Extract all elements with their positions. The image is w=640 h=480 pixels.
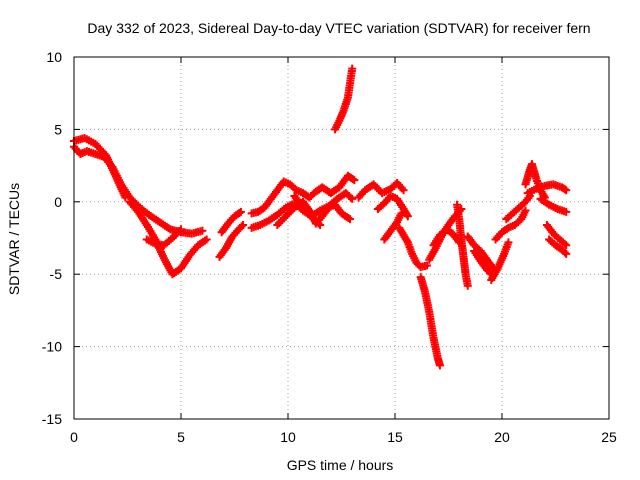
y-tick-label: 0 (54, 194, 62, 210)
data-points (70, 64, 571, 370)
series-track-m (373, 192, 412, 221)
series-track-f (217, 207, 245, 237)
data-point (239, 220, 248, 229)
data-point (177, 225, 185, 234)
series-track-a (70, 142, 207, 238)
x-tick-label: 20 (494, 429, 510, 445)
data-point (423, 261, 432, 270)
series-track-v (487, 238, 513, 284)
series-track-p (416, 273, 444, 370)
series-track-aa (536, 194, 571, 216)
data-point (403, 212, 412, 221)
series-track-w (491, 206, 530, 244)
data-point (399, 186, 408, 195)
series-track-u (470, 247, 496, 279)
series-track-g (247, 171, 359, 218)
series-track-i (273, 197, 355, 229)
series-track-s (453, 200, 472, 290)
series-track-ac (545, 235, 571, 258)
y-tick-label: -15 (42, 411, 62, 427)
series-track-b (70, 134, 130, 202)
series-track-x (502, 192, 534, 224)
x-tick-label: 5 (177, 429, 185, 445)
x-tick-label: 0 (70, 429, 78, 445)
y-tick-label: 10 (46, 49, 62, 65)
data-point (346, 215, 355, 224)
data-point (504, 238, 513, 247)
series-track-e (215, 220, 248, 261)
data-point (202, 235, 211, 244)
plot-frame (73, 56, 610, 420)
data-point (397, 209, 406, 218)
data-point (346, 193, 355, 202)
series-track-k (331, 64, 357, 134)
x-tick-label: 10 (280, 429, 296, 445)
data-point (521, 206, 530, 215)
y-tick-labels: -15 -10 -5 0 5 10 (42, 49, 62, 427)
data-point (560, 248, 569, 257)
data-point (463, 281, 472, 290)
data-point (562, 241, 571, 250)
data-point (350, 176, 359, 185)
x-tick-labels: 0 5 10 15 20 25 (70, 429, 617, 445)
series-track-ab (542, 220, 571, 250)
grid-lines (74, 57, 609, 419)
series-track-d (142, 225, 185, 250)
data-point (560, 239, 569, 248)
data-point (562, 207, 571, 216)
x-tick-label: 15 (387, 429, 403, 445)
data-point (316, 220, 325, 229)
y-axis-label: SDTVAR / TECUs (6, 183, 22, 295)
y-tick-label: -10 (42, 339, 62, 355)
data-point (314, 219, 323, 228)
x-tick-label: 25 (601, 429, 617, 445)
x-axis-label: GPS time / hours (287, 457, 394, 473)
data-point (562, 186, 571, 195)
series-track-j (290, 192, 325, 229)
series-track-o (395, 223, 432, 271)
series-track-y (521, 160, 549, 202)
chart-title: Day 332 of 2023, Sidereal Day-to-day VTE… (87, 20, 590, 36)
series-track-z (523, 180, 571, 198)
data-point (348, 194, 357, 203)
data-point (237, 222, 246, 231)
series-track-l (354, 178, 408, 202)
data-point (435, 361, 444, 370)
y-tick-label: -5 (50, 266, 63, 282)
series-track-t (463, 232, 498, 273)
data-point (198, 226, 207, 235)
series-track-c (125, 197, 211, 279)
data-point (348, 64, 357, 73)
data-point (348, 174, 357, 183)
data-point (236, 207, 245, 216)
data-point (562, 249, 571, 258)
data-point (121, 193, 130, 202)
series-track-n (380, 209, 406, 244)
y-tick-label: 5 (54, 121, 62, 137)
data-point (235, 209, 244, 218)
